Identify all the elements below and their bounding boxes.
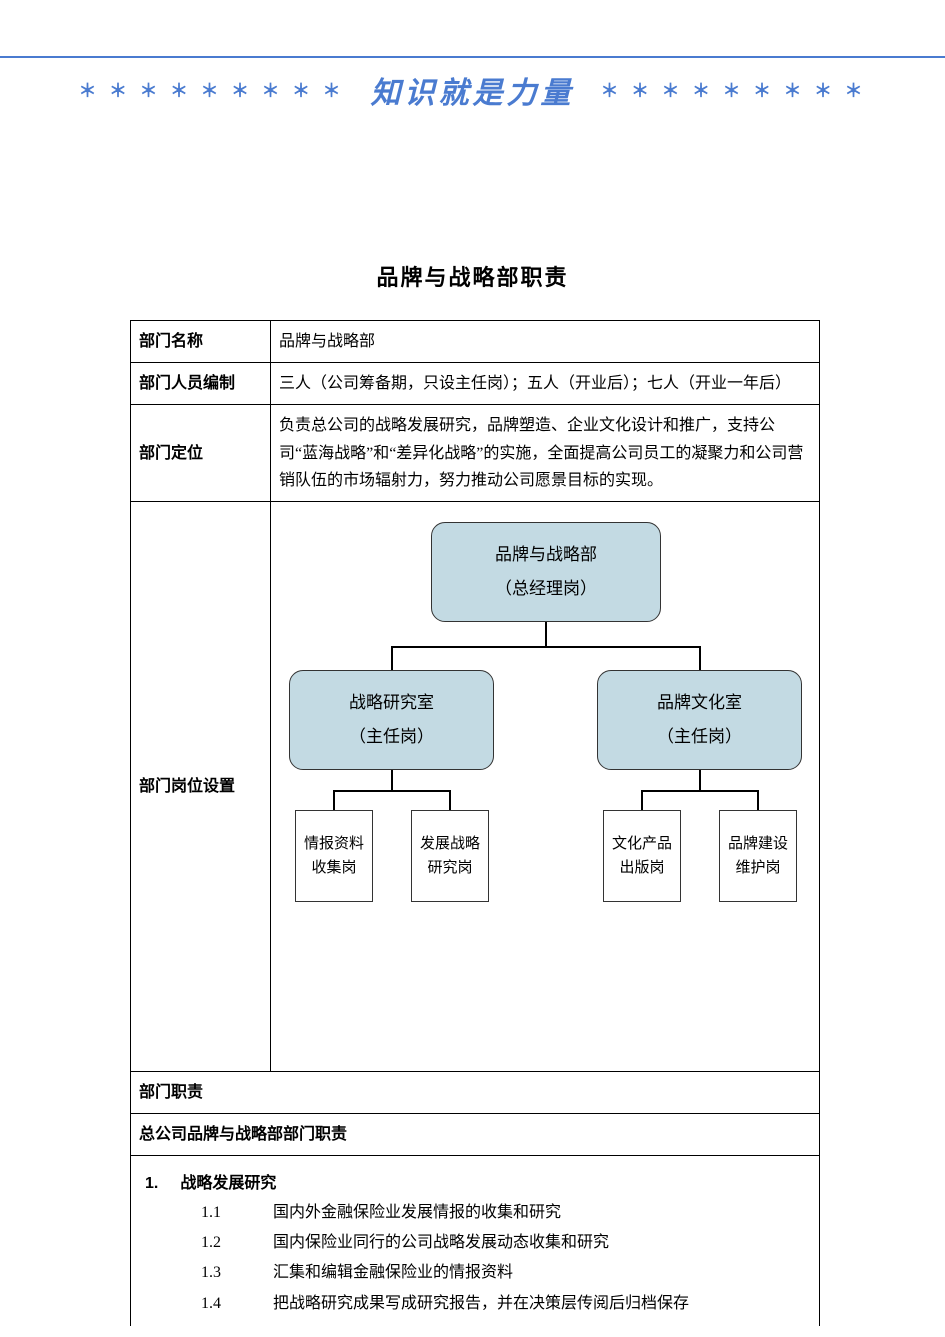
row-resp-header: 部门职责 [131,1071,820,1113]
label-org: 部门岗位设置 [131,501,271,1071]
resp-item-1-text: 国内保险业同行的公司战略发展动态收集和研究 [225,1228,609,1258]
org-leaf-2: 文化产品出版岗 [603,810,681,902]
responsibilities-body: 1. 战略发展研究 1.1 国内外金融保险业发展情报的收集和研究 1.2 国内保… [131,1156,820,1326]
conn-v-leaf-3 [757,790,759,810]
org-leaf-1: 发展战略研究岗 [411,810,489,902]
value-staffing: 三人（公司筹备期，只设主任岗）；五人（开业后）；七人（开业一年后） [271,363,820,405]
org-node-top-line2: （总经理岗） [495,572,597,606]
stars-right: ＊ ＊ ＊ ＊ ＊ ＊ ＊ ＊ ＊ [601,81,867,101]
conn-v-top [545,622,547,646]
resp-item-0-text: 国内外金融保险业发展情报的收集和研究 [225,1198,561,1228]
resp-item-3: 1.4 把战略研究成果写成研究报告，并在决策层传阅后归档保存 [139,1289,811,1319]
org-node-mid-0-line2: （主任岗） [349,720,434,754]
header-divider [0,56,945,58]
resp-item-0-num: 1.1 [201,1204,221,1221]
org-node-mid-0: 战略研究室 （主任岗） [289,670,494,770]
resp-item-2: 1.3 汇集和编辑金融保险业的情报资料 [139,1258,811,1288]
header-band: ＊ ＊ ＊ ＊ ＊ ＊ ＊ ＊ ＊ 知识就是力量 ＊ ＊ ＊ ＊ ＊ ＊ ＊ ＊… [0,68,945,112]
conn-v-leaf-1 [449,790,451,810]
header-title: 知识就是力量 [371,68,575,112]
label-positioning: 部门定位 [131,405,271,502]
org-node-mid-0-line1: 战略研究室 [349,686,434,720]
resp-item-1: 1.2 国内保险业同行的公司战略发展动态收集和研究 [139,1228,811,1258]
row-positioning: 部门定位 负责总公司的战略发展研究，品牌塑造、企业文化设计和推广，支持公司“蓝海… [131,405,820,502]
main-table: 部门名称 品牌与战略部 部门人员编制 三人（公司筹备期，只设主任岗）；五人（开业… [130,320,820,1326]
resp-section-num: 1. [145,1175,158,1192]
org-node-top-line1: 品牌与战略部 [495,538,597,572]
resp-item-0: 1.1 国内外金融保险业发展情报的收集和研究 [139,1198,811,1228]
org-leaf-3: 品牌建设维护岗 [719,810,797,902]
conn-h-mr [641,790,759,792]
resp-section-title: 战略发展研究 [162,1175,276,1192]
conn-h-top [391,646,701,648]
org-node-mid-1: 品牌文化室 （主任岗） [597,670,802,770]
conn-v-mid-left [391,646,393,670]
label-responsibilities: 部门职责 [131,1071,820,1113]
org-node-top: 品牌与战略部 （总经理岗） [431,522,661,622]
conn-v-leaf-0 [333,790,335,810]
resp-item-3-num: 1.4 [201,1295,221,1312]
conn-v-mr [699,770,701,790]
conn-v-leaf-2 [641,790,643,810]
stars-left: ＊ ＊ ＊ ＊ ＊ ＊ ＊ ＊ ＊ [79,81,345,101]
org-node-mid-1-line2: （主任岗） [657,720,742,754]
label-staffing: 部门人员编制 [131,363,271,405]
org-chart-cell: 品牌与战略部 （总经理岗） 战略研究室 （主任岗） 品牌文化室 （主任岗） [271,501,820,1071]
conn-h-ml [333,790,451,792]
conn-v-mid-right [699,646,701,670]
row-resp-body: 1. 战略发展研究 1.1 国内外金融保险业发展情报的收集和研究 1.2 国内保… [131,1156,820,1326]
row-dept-name: 部门名称 品牌与战略部 [131,321,820,363]
label-dept-name: 部门名称 [131,321,271,363]
label-resp-sub: 总公司品牌与战略部部门职责 [131,1114,820,1156]
value-dept-name: 品牌与战略部 [271,321,820,363]
org-leaf-0: 情报资料收集岗 [295,810,373,902]
resp-item-3-text: 把战略研究成果写成研究报告，并在决策层传阅后归档保存 [225,1289,689,1319]
row-staffing: 部门人员编制 三人（公司筹备期，只设主任岗）；五人（开业后）；七人（开业一年后） [131,363,820,405]
row-resp-sub: 总公司品牌与战略部部门职责 [131,1114,820,1156]
document-title: 品牌与战略部职责 [0,260,945,292]
value-positioning: 负责总公司的战略发展研究，品牌塑造、企业文化设计和推广，支持公司“蓝海战略”和“… [271,405,820,502]
org-node-mid-1-line1: 品牌文化室 [657,686,742,720]
resp-item-2-num: 1.3 [201,1264,221,1281]
conn-v-ml [391,770,393,790]
row-org: 部门岗位设置 品牌与战略部 （总经理岗） 战略研究室 （主任岗） 品牌文化室 （… [131,501,820,1071]
resp-item-1-num: 1.2 [201,1234,221,1251]
resp-item-2-text: 汇集和编辑金融保险业的情报资料 [225,1258,513,1288]
